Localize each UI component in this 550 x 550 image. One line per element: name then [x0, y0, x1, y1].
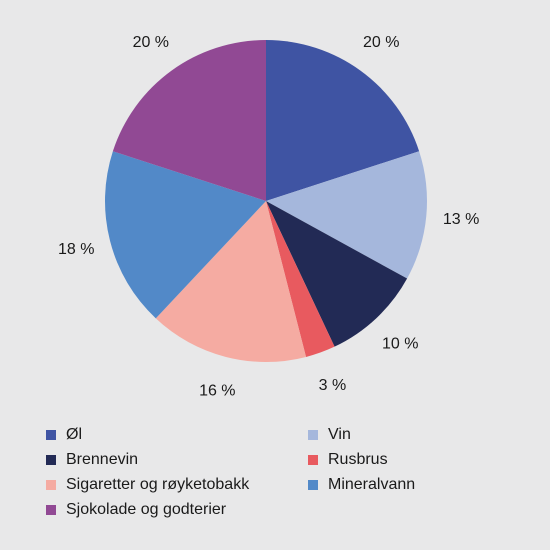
pie-value-label-5: 18 %	[58, 241, 94, 258]
legend-label: Øl	[66, 426, 82, 443]
legend-item-4: Sigaretter og røyketobakk	[46, 473, 308, 497]
legend-item-5: Mineralvann	[308, 473, 468, 497]
legend-item-2: Brennevin	[46, 448, 308, 472]
legend-item-6: Sjokolade og godterier	[46, 498, 308, 522]
legend-item-3: Rusbrus	[308, 448, 468, 472]
pie-slice-3	[266, 201, 335, 357]
legend: Øl Vin Brennevin Rusbrus Sigaretter og røyke…	[46, 423, 466, 522]
legend-swatch	[308, 430, 318, 440]
legend-swatch	[308, 480, 318, 490]
pie-slice-6	[112, 40, 266, 201]
pie-value-label-1: 13 %	[443, 211, 479, 228]
pie-slice-2	[266, 201, 408, 347]
legend-label: Rusbrus	[328, 451, 388, 468]
pie-value-labels: 20 % 13 % 10 % 3 % 16 % 18 % 20 %	[58, 34, 479, 399]
legend-label: Vin	[328, 426, 351, 443]
pie-slice-5	[105, 151, 266, 319]
legend-label: Sigaretter og røyketobakk	[66, 476, 250, 493]
pie-slice-1	[266, 151, 428, 279]
legend-swatch	[46, 455, 56, 465]
pie-value-label-2: 10 %	[382, 335, 418, 352]
pie-value-label-0: 20 %	[363, 34, 399, 51]
pie-value-label-3: 3 %	[319, 377, 347, 394]
pie-slices	[105, 40, 428, 362]
legend-label: Brennevin	[66, 451, 139, 468]
pie-value-label-4: 16 %	[199, 382, 235, 399]
pie-value-label-6: 20 %	[133, 34, 169, 51]
legend-swatch	[46, 480, 56, 490]
legend-swatch	[308, 455, 318, 465]
legend-item-1: Vin	[308, 423, 468, 447]
legend-label: Sjokolade og godterier	[66, 501, 227, 518]
pie-slice-0	[266, 40, 420, 201]
pie-slice-4	[155, 201, 307, 362]
legend-swatch	[46, 505, 56, 515]
legend-item-0: Øl	[46, 423, 308, 447]
legend-swatch	[46, 430, 56, 440]
legend-label: Mineralvann	[328, 476, 416, 493]
